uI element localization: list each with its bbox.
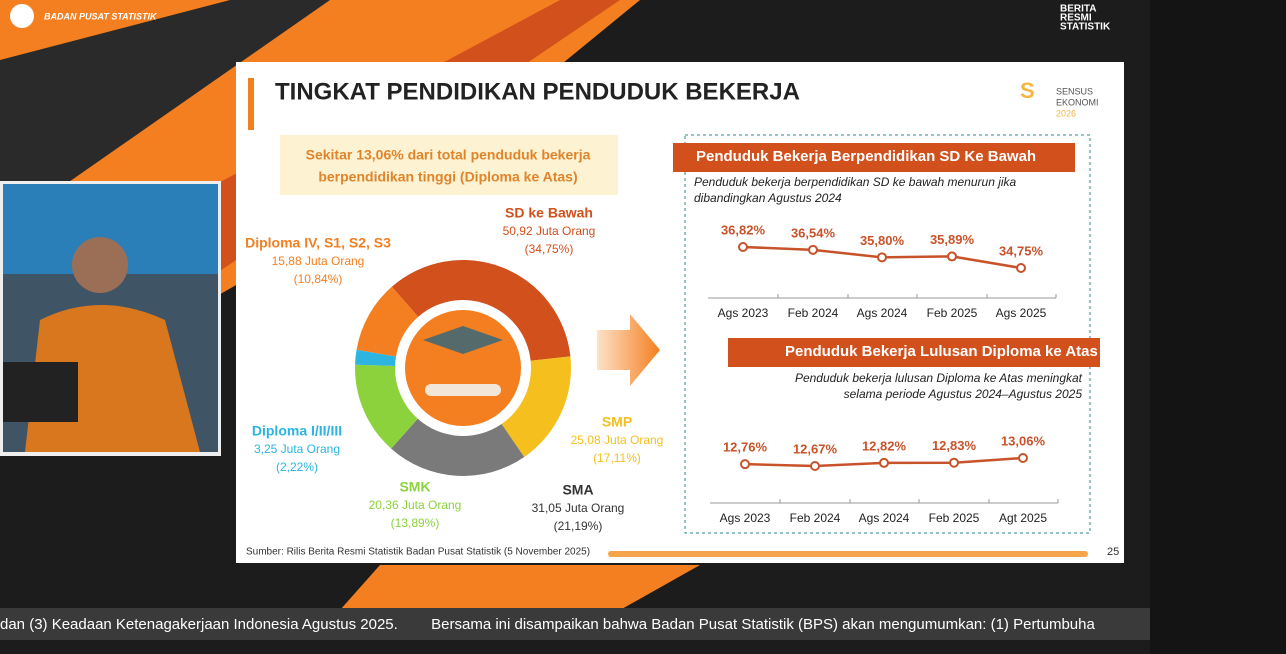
value-label: 36,82% [721,222,766,237]
segment-percent: (21,19%) [554,519,603,533]
chart-subtitle: dibandingkan Agustus 2024 [694,191,842,205]
point [808,244,818,255]
x-tick-label: Feb 2025 [927,306,978,320]
segment-name: SMP [602,414,632,430]
highlight: berpendidikan tinggi (Diploma ke Atas) [318,169,577,185]
x-tick-label: Feb 2024 [788,306,839,320]
value-label: 12,67% [793,441,838,456]
brand: 2026 [1056,108,1076,118]
x-tick-label: Ags 2023 [720,511,771,525]
presenter-head [72,237,128,293]
title-bar [248,78,254,130]
ticker: dan (3) Keadaan Ketenagakerjaan Indonesi… [0,616,1095,633]
diploma-icon [425,384,501,396]
brs: BERITA [1060,4,1096,15]
banner [673,143,1075,172]
x-tick-label: Feb 2025 [929,511,980,525]
value-label: 35,89% [930,232,975,247]
chart-title: Penduduk Bekerja Lulusan Diploma ke Atas [785,343,1098,360]
point [879,457,889,468]
point [740,459,750,470]
chart-subtitle: Penduduk bekerja berpendidikan SD ke baw… [694,175,1017,189]
brs: RESMI [1060,13,1092,24]
segment-percent: (17,11%) [593,451,641,465]
page-number: 25 [1107,546,1119,558]
segment-amount: 31,05 Juta Orang [532,501,625,515]
x-tick-label: Feb 2024 [790,511,841,525]
value-label: 34,75% [999,243,1044,258]
dashed-box [684,134,1091,534]
chart-subtitle: selama periode Agustus 2024–Agustus 2025 [844,387,1083,401]
footer-bar [608,551,1088,557]
donut-segment [391,418,525,476]
value-label: 35,80% [860,233,905,248]
value-label: 13,06% [1001,433,1046,448]
source: Sumber: Rilis Berita Resmi Statistik Bad… [246,547,590,558]
donut-segment [355,364,418,449]
value-label: 36,54% [791,225,836,240]
segment-amount: 25,08 Juta Orang [571,433,664,447]
value-label: 12,83% [932,438,977,453]
ticker-bar [0,608,1150,640]
x-tick-label: Ags 2024 [859,511,910,525]
brs: STATISTIK [1060,22,1111,33]
point [1016,263,1026,273]
segment-amount: 15,88 Juta Orang [272,254,365,268]
segment-percent: (34,75%) [525,242,574,256]
logo-text: BADAN PUSAT STATISTIK [44,11,158,21]
chart-subtitle: Penduduk bekerja lulusan Diploma ke Atas… [795,371,1083,385]
brand-logo: S [1020,78,1035,103]
segment-name: SD ke Bawah [505,205,593,221]
segment-name: Diploma I/II/III [252,423,342,439]
point [810,461,820,471]
segment-percent: (2,22%) [276,460,318,474]
x-tick-label: Ags 2024 [857,306,908,320]
x-tick-label: Ags 2025 [996,306,1047,320]
donut-segment [356,286,419,357]
brand: EKONOMI [1056,97,1099,107]
brand: SENSUS [1056,86,1093,96]
point [1018,453,1028,463]
point [877,252,887,263]
highlight-box [280,135,618,195]
segment-percent: (10,84%) [294,272,343,286]
stripe [340,565,700,610]
point [738,242,748,252]
point [947,251,957,262]
chart-title: Penduduk Bekerja Berpendidikan SD Ke Baw… [696,148,1036,165]
slide-title: TINGKAT PENDIDIKAN PENDUDUK BEKERJA [275,78,800,105]
donut-segment [391,259,571,361]
banner [728,338,1100,367]
value-label: 12,82% [862,438,907,453]
point [949,457,959,468]
donut-segment [501,356,571,457]
bps-logo [10,4,34,28]
segment-name: SMA [562,482,593,498]
segment-amount: 3,25 Juta Orang [254,442,340,456]
stripe [0,0,330,230]
cap-icon [423,326,503,354]
segment-amount: 50,92 Juta Orang [503,224,596,238]
donut-segment [355,349,396,366]
segment-name: Diploma IV, S1, S2, S3 [245,235,391,251]
segment-amount: 20,36 Juta Orang [369,498,462,512]
x-tick-label: Agt 2025 [999,511,1047,525]
segment-percent: (13,89%) [391,516,440,530]
highlight: Sekitar 13,06% dari total penduduk beker… [306,147,591,163]
segment-name: SMK [399,479,430,495]
x-tick-label: Ags 2023 [718,306,769,320]
arrow [597,314,660,386]
value-label: 12,76% [723,440,768,455]
laptop [3,362,78,422]
